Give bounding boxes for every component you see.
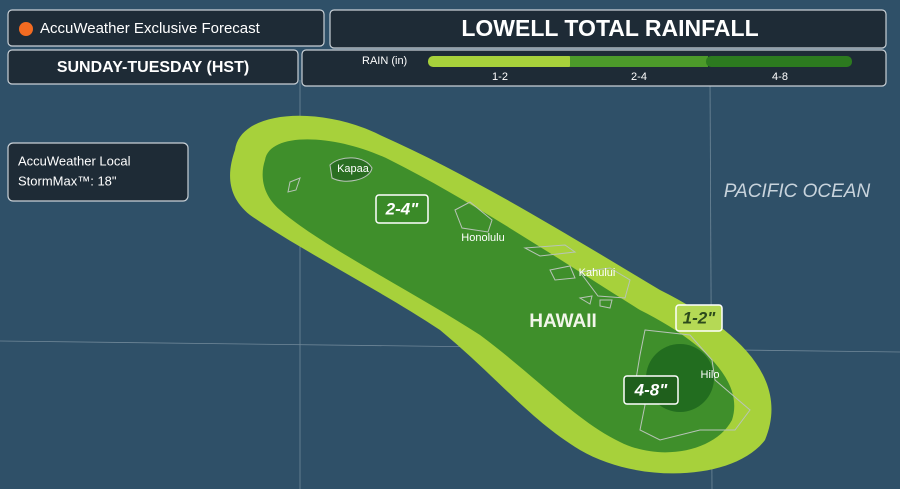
brand: AccuWeather Exclusive Forecast bbox=[40, 20, 261, 37]
legend-swatch bbox=[706, 56, 852, 67]
place-label: Hilo bbox=[701, 369, 720, 381]
zone-label-box bbox=[375, 194, 429, 224]
brand-box bbox=[7, 9, 325, 47]
zone-label: 1-2" bbox=[683, 308, 717, 327]
place-label: Kapaa bbox=[337, 163, 370, 175]
stormmax-box bbox=[7, 142, 189, 202]
grid-line bbox=[0, 340, 900, 353]
brand-logo bbox=[19, 22, 33, 36]
zone-label-box bbox=[623, 375, 679, 405]
place-label: Honolulu bbox=[461, 232, 504, 244]
legend-label: RAIN (in) bbox=[362, 55, 407, 67]
region-label: HAWAII bbox=[529, 311, 597, 332]
legend-item: 2-4 bbox=[631, 71, 647, 83]
period: SUNDAY-TUESDAY (HST) bbox=[57, 59, 249, 76]
zone-label: 4-8" bbox=[634, 380, 669, 399]
legend-swatch bbox=[570, 56, 708, 67]
title-box bbox=[329, 9, 887, 49]
ocean-label: PACIFIC OCEAN bbox=[724, 181, 871, 202]
legend-swatch bbox=[428, 56, 574, 67]
legend-item: 1-2 bbox=[492, 71, 508, 83]
place-label: Kahului bbox=[579, 267, 616, 279]
legend-item: 4-8 bbox=[772, 71, 788, 83]
title: LOWELL TOTAL RAINFALL bbox=[461, 15, 758, 41]
zone-label-box bbox=[675, 304, 723, 332]
zone-label: 2-4" bbox=[385, 199, 420, 218]
stormmax-line: AccuWeather Local bbox=[18, 153, 131, 168]
stormmax-line: StormMax™: 18" bbox=[18, 173, 117, 188]
period-box bbox=[7, 49, 299, 85]
